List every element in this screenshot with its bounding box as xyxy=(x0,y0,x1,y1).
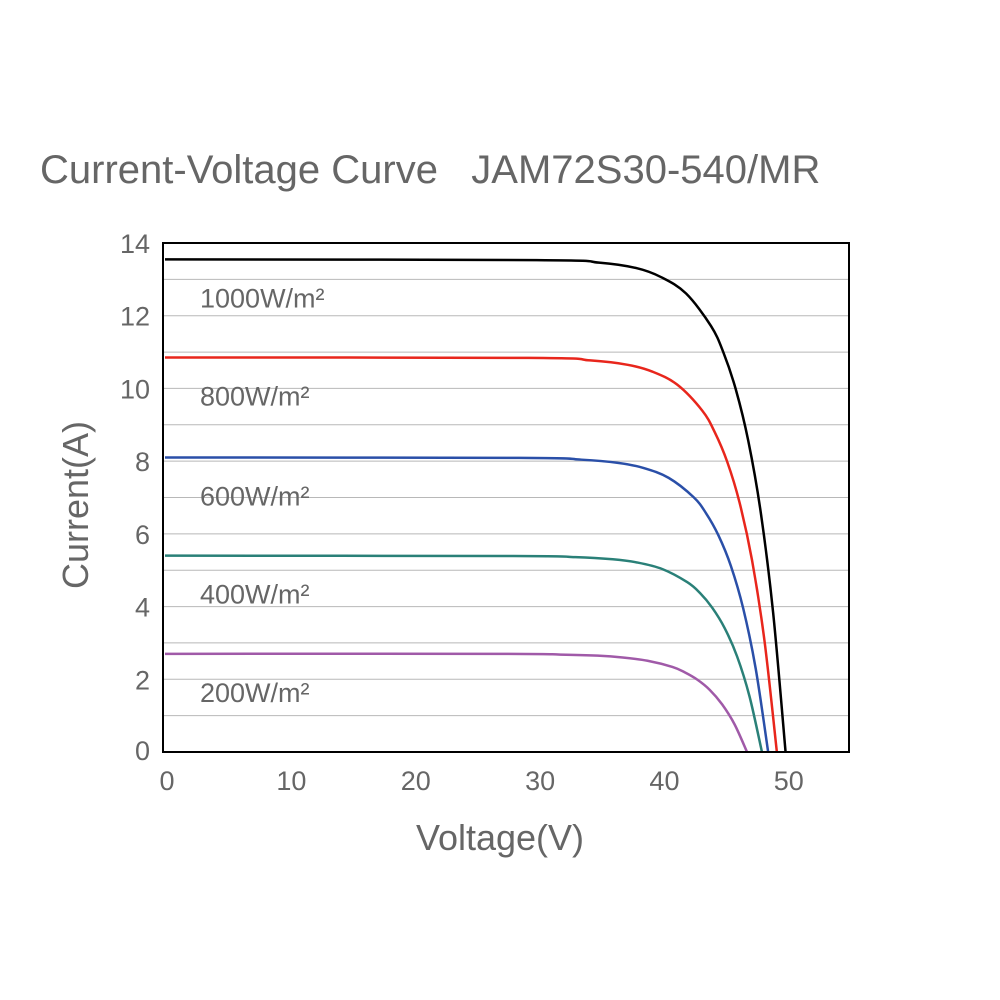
x-axis-label: Voltage(V) xyxy=(416,817,584,858)
y-tick-label: 8 xyxy=(135,447,150,477)
y-tick-label: 2 xyxy=(135,665,150,695)
series-line-1000w xyxy=(164,258,787,753)
x-tick-label: 50 xyxy=(774,766,804,796)
series-label: 800W/m² xyxy=(200,382,310,412)
x-tick-label: 30 xyxy=(525,766,555,796)
y-tick-label: 0 xyxy=(135,736,150,766)
series-label: 1000W/m² xyxy=(200,283,325,313)
series-line-800w xyxy=(164,356,779,753)
x-tick-label: 40 xyxy=(649,766,679,796)
series-line-200w xyxy=(164,652,749,753)
series-label: 600W/m² xyxy=(200,482,310,512)
y-tick-label: 12 xyxy=(120,302,150,332)
series-line-600w xyxy=(164,456,770,753)
series-label: 200W/m² xyxy=(200,678,310,708)
x-tick-label: 20 xyxy=(401,766,431,796)
y-tick-label: 10 xyxy=(120,374,150,404)
plot-frame xyxy=(162,242,850,753)
y-tick-label: 4 xyxy=(135,593,150,623)
y-tick-label: 14 xyxy=(120,229,150,259)
x-tick-label: 10 xyxy=(276,766,306,796)
chart-title: Current-Voltage Curve JAM72S30-540/MR xyxy=(40,148,821,192)
x-tick-label: 0 xyxy=(159,766,174,796)
series-label: 400W/m² xyxy=(200,580,310,610)
series-line-400w xyxy=(164,554,764,753)
y-tick-label: 6 xyxy=(135,520,150,550)
y-axis-label: Current(A) xyxy=(55,421,96,589)
